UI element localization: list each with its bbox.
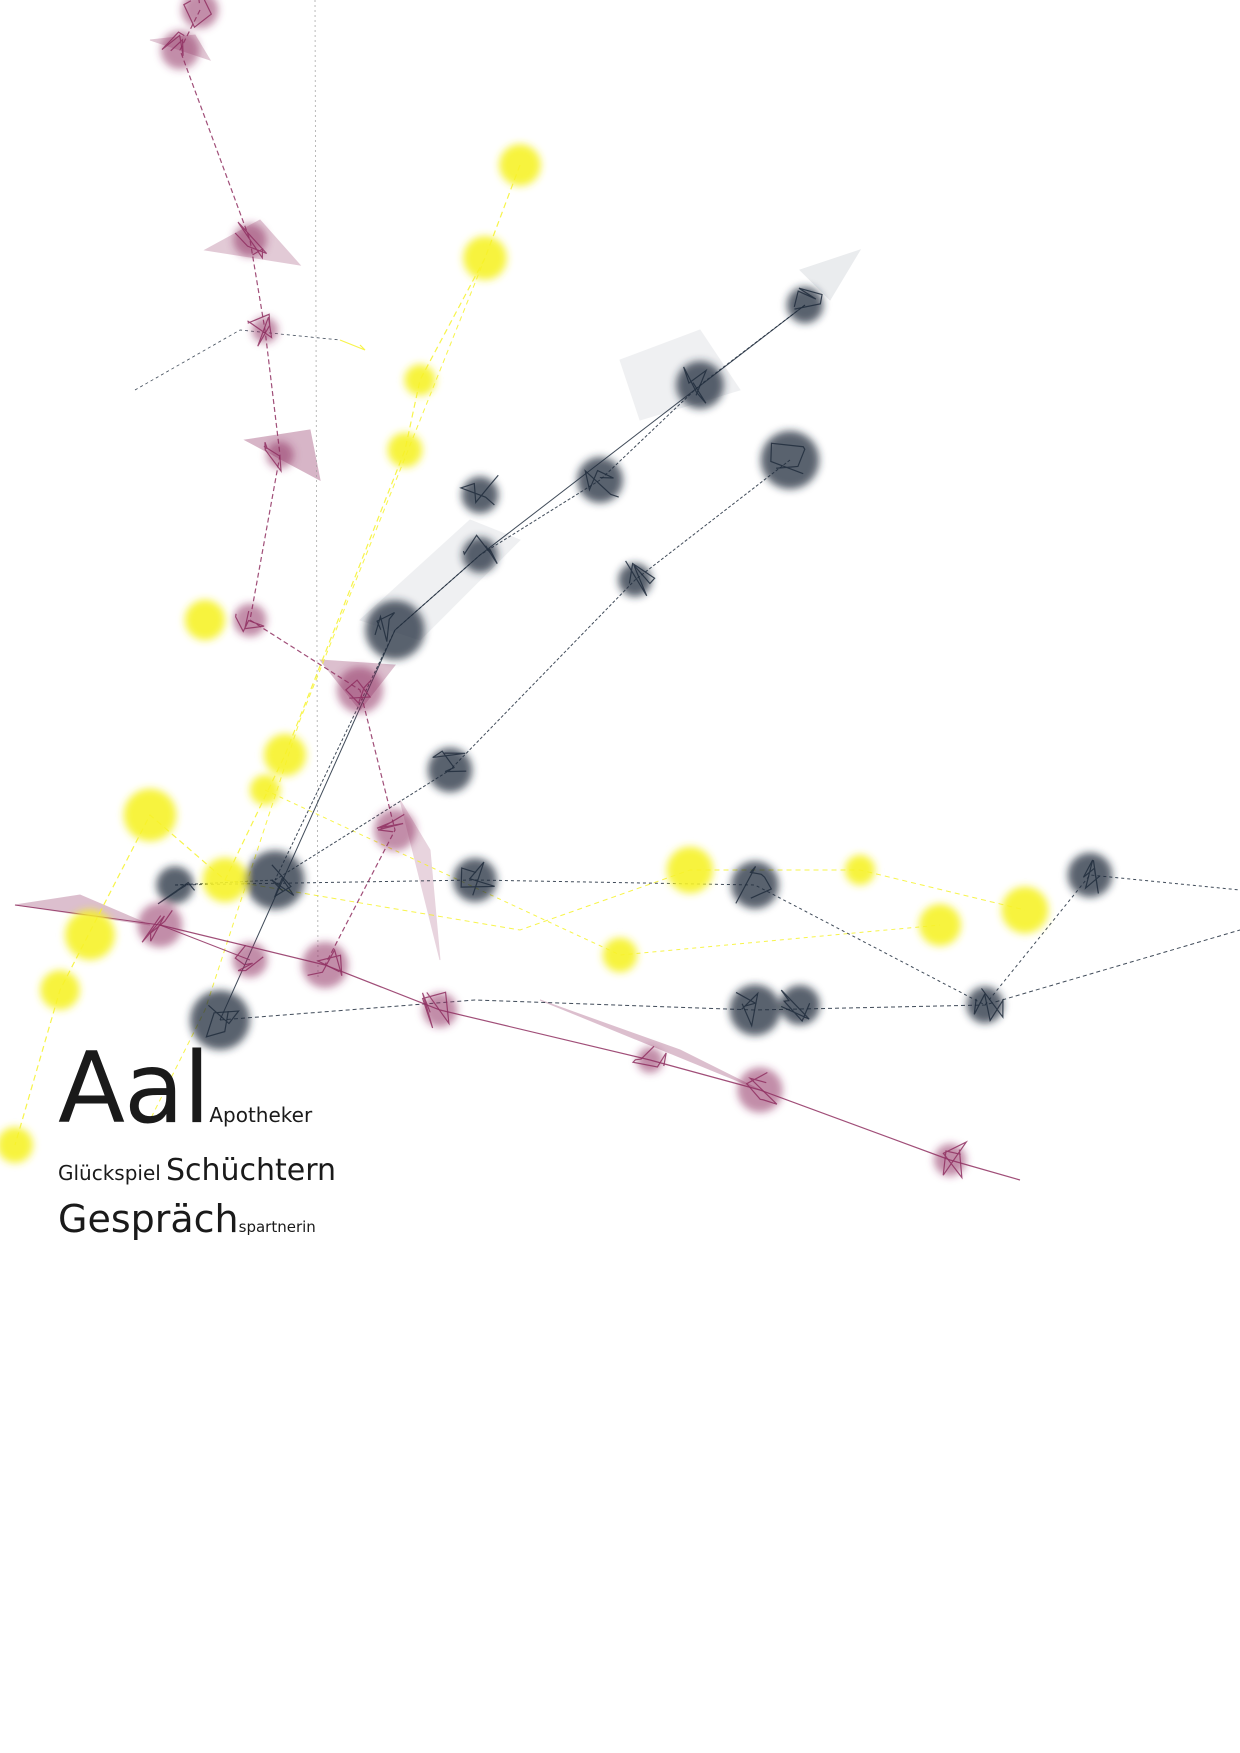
magenta-blob <box>373 808 417 852</box>
navy-blob <box>676 361 724 409</box>
navy-blob <box>427 747 473 793</box>
navy-path <box>219 304 806 1021</box>
magenta-blob <box>181 0 219 29</box>
yellow-blob <box>602 937 638 973</box>
magenta-blob <box>636 1046 664 1074</box>
magenta-path <box>179 9 396 966</box>
navy-path <box>174 874 1240 1006</box>
navy-blob <box>780 985 820 1025</box>
navy-blob <box>245 850 305 910</box>
navy-blob <box>190 990 250 1050</box>
title-line-2: Glückspiel Schüchtern <box>58 1156 336 1186</box>
magenta-blob <box>933 1143 967 1177</box>
magenta-scribble <box>263 441 282 473</box>
title-word-glueckspiel: Glückspiel <box>58 1161 161 1185</box>
title-word-apotheker: Apotheker <box>209 1103 313 1127</box>
magenta-path <box>14 904 251 961</box>
yellow-blob <box>844 854 876 886</box>
yellow-path <box>149 257 486 1121</box>
magenta-blob <box>232 942 268 978</box>
magenta-blob <box>301 941 349 989</box>
magenta-blob <box>233 603 267 637</box>
vertical-guide-line <box>314 0 319 981</box>
yellow-blob <box>666 846 714 894</box>
yellow-blob <box>0 1127 33 1163</box>
magenta-blob <box>160 30 200 70</box>
magenta-blob <box>422 992 458 1028</box>
yellow-blob <box>202 857 248 903</box>
navy-blob <box>618 563 652 597</box>
yellow-blob <box>1001 886 1049 934</box>
magenta-blob <box>737 1067 783 1113</box>
grey-shape <box>799 249 862 301</box>
navy-blob <box>731 861 779 909</box>
magenta-blob <box>137 902 183 948</box>
title-line-1: AalApotheker <box>58 1040 312 1138</box>
yellow-blob <box>387 432 423 468</box>
yellow-blob <box>263 733 307 777</box>
navy-blob <box>156 866 194 904</box>
magenta-blob <box>336 666 384 714</box>
yellow-blob <box>123 788 177 842</box>
navy-blob <box>462 537 498 573</box>
title-word-gespraech: Gespräch <box>58 1197 239 1241</box>
yellow-path <box>264 789 941 956</box>
navy-blob <box>577 457 623 503</box>
navy-blob <box>760 430 820 490</box>
navy-blob <box>365 600 425 660</box>
magenta-blob <box>251 316 279 344</box>
navy-blob <box>461 476 499 514</box>
title-line-3: Gesprächspartnerin <box>58 1200 316 1238</box>
yellow-blob <box>249 774 281 806</box>
navy-blob <box>729 984 781 1036</box>
title-word-aal: Aal <box>58 1032 210 1146</box>
navy-blob <box>966 986 1004 1024</box>
yellow-blob <box>40 970 80 1010</box>
magenta-shape <box>539 999 761 1091</box>
navy-blob <box>786 286 824 324</box>
yellow-path <box>339 339 366 351</box>
yellow-blob <box>499 144 541 186</box>
navy-path <box>134 329 341 391</box>
navy-blob <box>1067 852 1113 898</box>
title-word-schuechtern: Schüchtern <box>165 1153 337 1188</box>
magenta-blob <box>233 223 267 257</box>
yellow-path <box>224 869 1026 931</box>
yellow-blob <box>184 599 226 641</box>
magenta-blob <box>266 441 294 469</box>
yellow-blob <box>463 236 507 280</box>
yellow-blob <box>404 364 436 396</box>
yellow-blob <box>919 904 961 946</box>
title-word-spartnerin: spartnerin <box>238 1218 316 1236</box>
yellow-path <box>14 164 521 1146</box>
navy-blob <box>453 858 497 902</box>
yellow-blob <box>65 910 115 960</box>
